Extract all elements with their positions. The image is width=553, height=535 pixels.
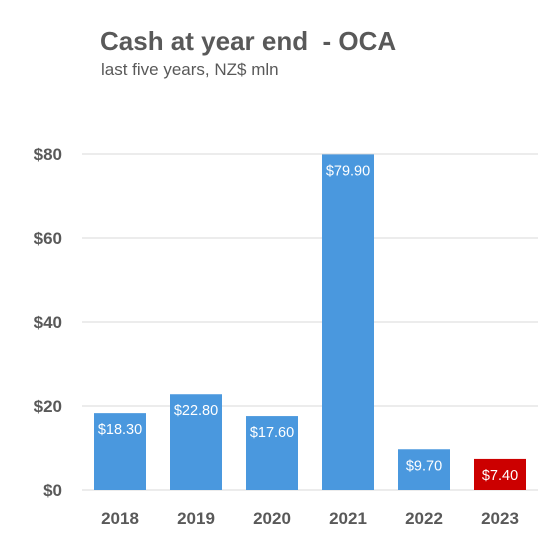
bar-2021 <box>322 154 374 491</box>
data-label-2018: $18.30 <box>98 422 142 438</box>
bar-2022 <box>398 449 450 490</box>
x-tick-label: 2021 <box>329 509 367 528</box>
x-tick-label: 2019 <box>177 509 215 528</box>
y-tick-label: $20 <box>34 397 62 416</box>
chart-subtitle: last five years, NZ$ mln <box>101 60 279 79</box>
data-label-2022: $9.70 <box>406 458 442 474</box>
y-tick-label: $0 <box>43 481 62 500</box>
bar-2020 <box>246 416 298 490</box>
x-tick-label: 2018 <box>101 509 139 528</box>
data-label-2021: $79.90 <box>326 163 370 179</box>
x-tick-label: 2023 <box>481 509 519 528</box>
y-tick-label: $60 <box>34 229 62 248</box>
data-label-2023: $7.40 <box>482 468 518 484</box>
x-tick-label: 2022 <box>405 509 443 528</box>
y-tick-label: $80 <box>34 145 62 164</box>
chart-title: Cash at year end - OCA <box>100 26 397 56</box>
data-label-2020: $17.60 <box>250 425 294 441</box>
x-tick-label: 2020 <box>253 509 291 528</box>
bar-2023 <box>474 458 526 490</box>
bar-2018 <box>94 413 146 490</box>
data-label-2019: $22.80 <box>174 403 218 419</box>
y-tick-label: $40 <box>34 313 62 332</box>
bar-2019 <box>170 394 222 490</box>
